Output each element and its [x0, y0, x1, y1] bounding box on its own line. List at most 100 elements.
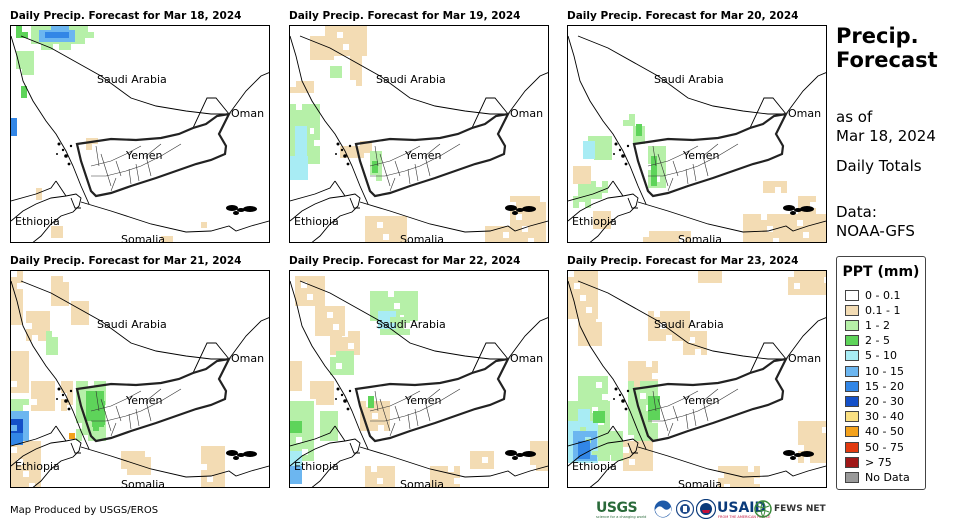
label-somalia: Somalia	[678, 233, 723, 243]
precip-map-svg	[11, 26, 269, 242]
noaa-logo-icon	[654, 500, 672, 518]
usaid-tagline: FROM THE AMERICAN PEOPLE	[718, 515, 771, 519]
legend-swatch	[845, 441, 859, 453]
label-ethiopia: Ethiopia	[572, 215, 617, 228]
label-oman: Oman	[510, 352, 544, 365]
precip-map-svg	[11, 271, 269, 487]
label-ethiopia: Ethiopia	[294, 215, 339, 228]
side-title: Precip. Forecast	[836, 24, 938, 72]
yemen-governorate-lines	[369, 143, 461, 192]
somalia-coast	[80, 446, 269, 478]
label-saudi-arabia: Saudi Arabia	[97, 73, 167, 86]
data-source: NOAA-GFS	[836, 222, 915, 240]
legend-swatch	[845, 335, 859, 347]
yemen-border	[75, 357, 231, 443]
saudi-border	[577, 280, 786, 360]
red-sea-islands	[56, 387, 73, 411]
legend-item: 2 - 5	[845, 334, 890, 348]
precip-field	[568, 271, 826, 487]
label-ethiopia: Ethiopia	[572, 460, 617, 473]
precip-map-svg	[290, 26, 548, 242]
as-of-label: as of	[836, 108, 873, 126]
socotra-islands	[226, 205, 257, 215]
red-sea-coastline	[290, 280, 369, 450]
forecast-panel: Daily Precip. Forecast for Mar 21, 2024	[10, 255, 270, 488]
label-yemen: Yemen	[683, 394, 720, 407]
side-title-line-2: Forecast	[836, 48, 938, 72]
djibouti-border	[627, 197, 638, 209]
somalia-coast	[359, 446, 548, 478]
label-ethiopia: Ethiopia	[294, 460, 339, 473]
legend-item: 30 - 40	[845, 410, 904, 424]
djibouti-border	[349, 442, 360, 454]
oman-border	[471, 97, 509, 129]
red-sea-coastline	[568, 280, 647, 450]
as-of-date: Mar 18, 2024	[836, 127, 936, 145]
label-yemen: Yemen	[126, 149, 163, 162]
red-sea-islands	[335, 142, 352, 166]
ethiopia-border	[11, 425, 67, 447]
ethiopia-border	[290, 180, 346, 202]
horn-coastline	[11, 438, 82, 487]
label-yemen: Yemen	[405, 149, 442, 162]
legend-label: 5 - 10	[865, 349, 897, 363]
legend-swatch	[845, 350, 859, 362]
red-sea-coastline	[11, 280, 90, 450]
socotra-islands	[226, 450, 257, 460]
oman-border	[749, 97, 787, 129]
saudi-border	[299, 280, 508, 360]
legend-label: 30 - 40	[865, 410, 904, 424]
panel-title: Daily Precip. Forecast for Mar 19, 2024	[289, 10, 521, 22]
precip-map-svg	[290, 276, 548, 487]
yemen-governorate-lines	[647, 143, 739, 192]
legend-swatch	[845, 426, 859, 438]
label-yemen: Yemen	[405, 394, 442, 407]
saudi-border	[299, 35, 508, 115]
ethiopia-border	[568, 425, 624, 447]
panel-title: Daily Precip. Forecast for Mar 18, 2024	[10, 10, 242, 22]
somalia-coast	[359, 201, 548, 233]
yemen-governorate-lines	[90, 143, 182, 192]
oman-coast	[785, 317, 826, 360]
ethiopia-border	[290, 425, 346, 447]
precip-field	[290, 276, 548, 487]
horn-coastline	[290, 438, 361, 487]
label-ethiopia: Ethiopia	[15, 460, 60, 473]
precip-field	[11, 271, 225, 487]
precip-map-svg	[568, 271, 826, 487]
djibouti-border	[627, 442, 638, 454]
legend-swatch	[845, 456, 859, 468]
legend-item: 50 - 75	[845, 440, 904, 454]
red-sea-coastline	[568, 35, 647, 205]
commerce-seal-icon	[676, 500, 694, 518]
oman-border	[749, 342, 787, 374]
oman-coast	[507, 317, 548, 360]
forecast-panel: Daily Precip. Forecast for Mar 18, 2024	[10, 10, 270, 243]
oman-coast	[507, 72, 548, 115]
legend-label: > 75	[865, 455, 892, 469]
label-oman: Oman	[788, 107, 822, 120]
legend-title: PPT (mm)	[842, 264, 920, 280]
horn-coastline	[568, 438, 639, 487]
precip-map-svg	[568, 35, 826, 242]
panel-title: Daily Precip. Forecast for Mar 21, 2024	[10, 255, 242, 267]
djibouti-border	[70, 197, 81, 209]
yemen-border	[75, 112, 231, 198]
yemen-border	[632, 357, 788, 443]
legend-item: 0.1 - 1	[845, 303, 900, 317]
legend-item: 0 - 0.1	[845, 288, 900, 302]
saudi-border	[20, 35, 229, 115]
red-sea-coastline	[290, 35, 369, 205]
label-saudi-arabia: Saudi Arabia	[654, 318, 724, 331]
ethiopia-border	[568, 180, 624, 202]
legend-label: 10 - 15	[865, 364, 904, 378]
legend-item: 20 - 30	[845, 394, 904, 408]
usaid-seal-icon	[696, 499, 716, 519]
forecast-panel: Daily Precip. Forecast for Mar 19, 2024	[289, 10, 549, 243]
ethiopia-border	[11, 180, 67, 202]
label-somalia: Somalia	[400, 478, 445, 488]
legend-label: 1 - 2	[865, 318, 890, 332]
legend-swatch	[845, 304, 859, 316]
fews-net-globe-icon	[754, 500, 772, 518]
legend-swatch	[845, 411, 859, 423]
